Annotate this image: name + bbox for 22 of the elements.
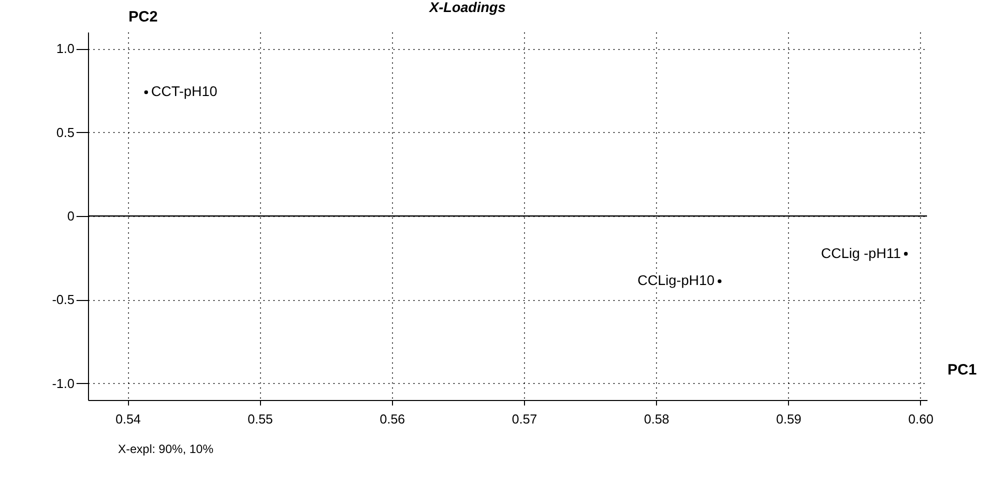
x-tick-label: 0.55 [248,412,273,426]
y-tick-label: 0.5 [56,124,74,140]
chart-title: X-Loadings [428,0,506,15]
x-tick-label: 0.54 [115,412,141,426]
y-tick-label: -1.0 [52,376,74,391]
x-axis-title: PC1 [948,362,977,378]
x-tick-label: 0.58 [644,412,670,426]
y-tick-label: 1.0 [56,41,74,56]
point [904,252,908,256]
x-tick-label: 0.60 [908,412,934,426]
y-axis-title: PC2 [128,8,158,26]
text: X-expl: 90%, 10% [118,442,214,456]
series-label: CCLig-pH10 [638,272,715,288]
y-tick-label: 0 [67,208,74,224]
point [718,279,722,284]
y-tick-label: -0.5 [52,292,74,308]
x-tick-label: 0.57 [512,412,538,426]
point [144,90,148,94]
x-tick-label: 0.56 [380,412,406,426]
series-label: CCT-pH10 [151,83,218,100]
series-label: CCLig -pH11 [820,244,902,261]
x-tick-label: 0.59 [776,412,802,426]
